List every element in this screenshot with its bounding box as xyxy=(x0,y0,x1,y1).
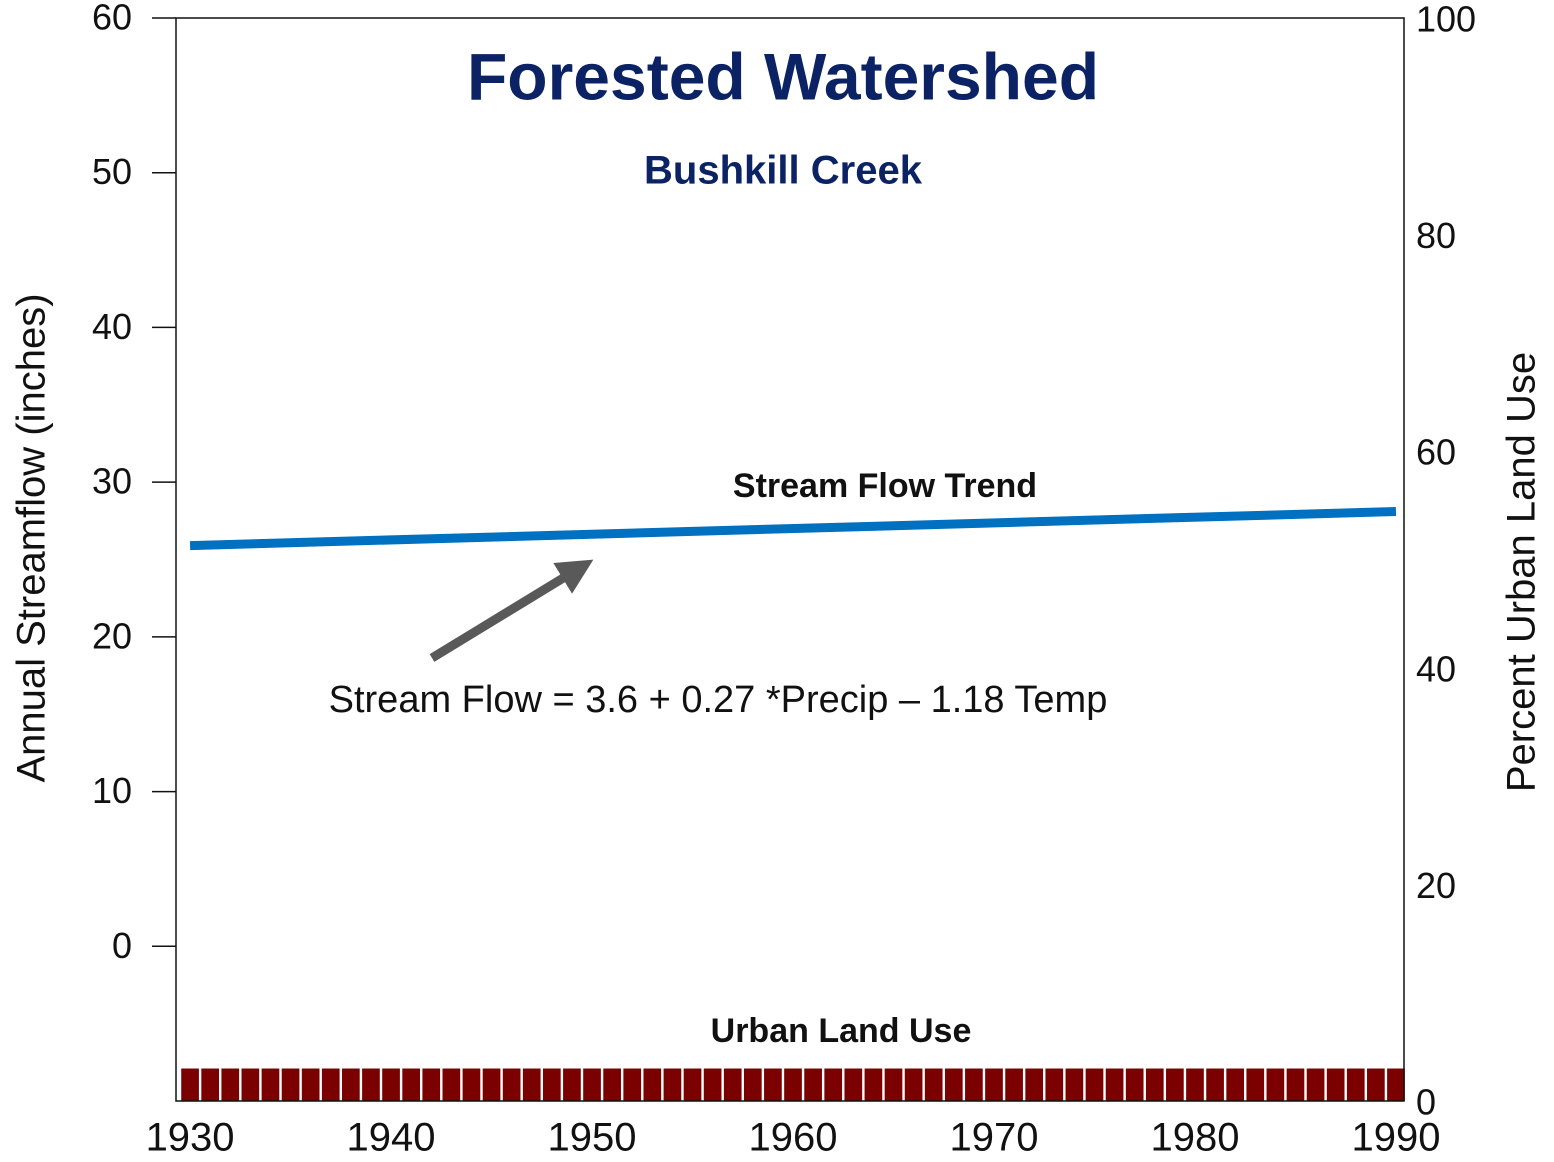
urban-bar xyxy=(522,1068,541,1101)
urban-bar xyxy=(824,1068,843,1101)
y2-tick-label: 40 xyxy=(1416,648,1456,689)
urban-bar xyxy=(884,1068,903,1101)
urban-bar xyxy=(743,1068,762,1101)
urban-bar xyxy=(985,1068,1003,1101)
x-tick-label: 1970 xyxy=(950,1116,1039,1160)
urban-bar xyxy=(1166,1068,1184,1101)
y-tick-label: 40 xyxy=(92,306,132,347)
x-tick-label: 1960 xyxy=(749,1116,838,1160)
urban-bar xyxy=(1005,1068,1023,1101)
urban-bar xyxy=(623,1068,642,1101)
y2-tick-label: 80 xyxy=(1416,215,1456,256)
urban-bar xyxy=(1226,1068,1245,1101)
urban-bar xyxy=(723,1068,742,1101)
trend-line xyxy=(189,507,1397,551)
urban-bar xyxy=(784,1068,802,1101)
urban-bar xyxy=(382,1068,400,1101)
urban-bar xyxy=(1206,1068,1224,1101)
urban-bar xyxy=(683,1068,702,1101)
x-tick-label: 1990 xyxy=(1351,1116,1440,1160)
urban-bar xyxy=(1346,1068,1365,1101)
y2-axis-label: Percent Urban Land Use xyxy=(1500,352,1544,792)
urban-bar xyxy=(402,1068,420,1101)
urban-bar xyxy=(844,1068,863,1101)
urban-bar xyxy=(965,1068,983,1101)
y-tick-label: 0 xyxy=(112,925,132,966)
urban-bar xyxy=(924,1068,943,1101)
y2-tick-label: 20 xyxy=(1416,865,1456,906)
urban-bar xyxy=(1367,1068,1385,1101)
urban-bar xyxy=(241,1068,260,1101)
urban-bar xyxy=(764,1068,782,1101)
urban-bar xyxy=(301,1068,320,1101)
urban-bar xyxy=(1387,1068,1405,1101)
urban-bar xyxy=(1105,1068,1124,1101)
y-tick-label: 60 xyxy=(92,0,132,38)
equation-annotation: Stream Flow = 3.6 + 0.27 *Precip – 1.18 … xyxy=(329,679,1108,721)
chart-subtitle: Bushkill Creek xyxy=(644,149,923,193)
urban-bar xyxy=(1246,1068,1265,1101)
series-label: Urban Land Use xyxy=(711,1012,972,1050)
urban-bar xyxy=(1025,1068,1044,1101)
urban-bar xyxy=(482,1068,501,1101)
urban-bar xyxy=(603,1068,621,1101)
urban-bar xyxy=(281,1068,300,1101)
urban-bar xyxy=(1306,1068,1325,1101)
y-tick-label: 50 xyxy=(92,151,132,192)
urban-bar xyxy=(1125,1068,1144,1101)
urban-bar xyxy=(1145,1068,1164,1101)
urban-bar xyxy=(864,1068,883,1101)
y-tick-label: 10 xyxy=(92,770,132,811)
urban-bar xyxy=(321,1068,340,1101)
urban-bar xyxy=(643,1068,662,1101)
y-tick-label: 20 xyxy=(92,615,132,656)
plot-marks xyxy=(181,507,1405,1101)
urban-bar xyxy=(1085,1068,1104,1101)
urban-bar xyxy=(1065,1068,1084,1101)
annotation-arrow xyxy=(429,559,594,662)
urban-bar xyxy=(362,1068,380,1101)
urban-bar xyxy=(442,1068,461,1101)
urban-bar xyxy=(583,1068,601,1101)
chart-title: Forested Watershed xyxy=(467,39,1099,113)
urban-bar xyxy=(221,1068,240,1101)
urban-bar xyxy=(1286,1068,1305,1101)
y2-tick-label: 0 xyxy=(1416,1082,1436,1123)
y2-tick-label: 100 xyxy=(1416,0,1476,40)
plot-frame xyxy=(175,17,1405,1102)
urban-bar xyxy=(1326,1068,1345,1101)
y-axis-label: Annual Streamflow (inches) xyxy=(10,293,54,782)
y-tick-label: 30 xyxy=(92,461,132,502)
urban-bar xyxy=(502,1068,521,1101)
x-tick-label: 1930 xyxy=(146,1116,235,1160)
urban-bar xyxy=(563,1068,581,1101)
urban-bar xyxy=(201,1068,220,1101)
urban-bar xyxy=(1045,1068,1064,1101)
x-tick-label: 1980 xyxy=(1150,1116,1239,1160)
urban-bar xyxy=(904,1068,923,1101)
urban-bar xyxy=(181,1068,199,1101)
urban-bar xyxy=(703,1068,722,1101)
y2-tick-label: 60 xyxy=(1416,432,1456,473)
urban-bar xyxy=(422,1068,441,1101)
urban-bar xyxy=(342,1068,360,1101)
urban-bar xyxy=(1186,1068,1204,1101)
urban-bar xyxy=(542,1068,561,1101)
urban-bar xyxy=(462,1068,481,1101)
urban-bar xyxy=(1266,1068,1285,1101)
urban-bar xyxy=(804,1068,822,1101)
x-tick-label: 1950 xyxy=(548,1116,637,1160)
urban-bar xyxy=(944,1068,963,1101)
urban-bar xyxy=(261,1068,280,1101)
x-tick-label: 1940 xyxy=(347,1116,436,1160)
urban-bar xyxy=(663,1068,682,1101)
series-label: Stream Flow Trend xyxy=(733,467,1037,505)
